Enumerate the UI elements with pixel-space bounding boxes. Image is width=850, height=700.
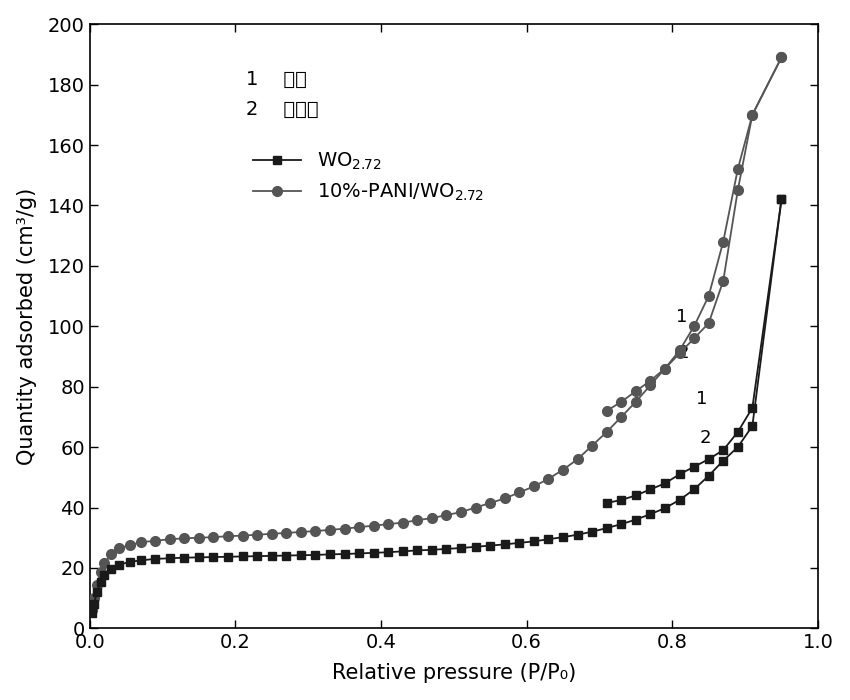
Text: 2: 2 bbox=[678, 344, 689, 363]
Y-axis label: Quantity adsorbed (cm³/g): Quantity adsorbed (cm³/g) bbox=[17, 188, 37, 465]
Text: 2    解吸附: 2 解吸附 bbox=[246, 99, 319, 119]
Legend: WO$_{2.72}$, 10%-PANI/WO$_{2.72}$: WO$_{2.72}$, 10%-PANI/WO$_{2.72}$ bbox=[245, 143, 492, 211]
X-axis label: Relative pressure (P/P₀): Relative pressure (P/P₀) bbox=[332, 664, 576, 683]
Text: 2: 2 bbox=[700, 429, 711, 447]
Text: 1    吸附: 1 吸附 bbox=[246, 69, 307, 88]
Text: 1: 1 bbox=[696, 390, 708, 408]
Text: 1: 1 bbox=[676, 308, 688, 326]
